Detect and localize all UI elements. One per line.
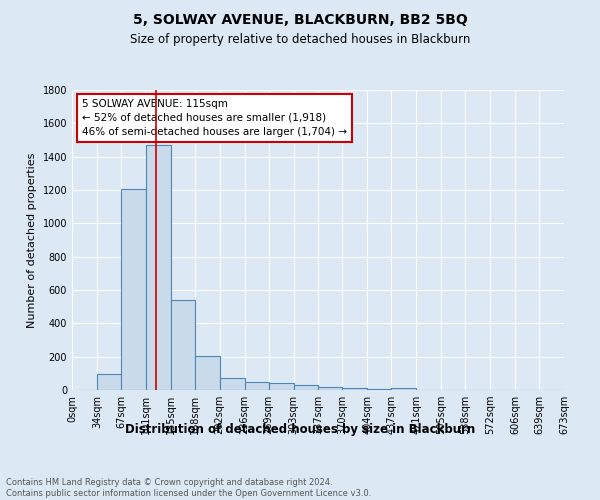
Text: 5, SOLWAY AVENUE, BLACKBURN, BB2 5BQ: 5, SOLWAY AVENUE, BLACKBURN, BB2 5BQ xyxy=(133,12,467,26)
Bar xyxy=(170,300,195,390)
Bar xyxy=(319,386,343,390)
Bar xyxy=(195,356,220,390)
Bar xyxy=(367,389,391,390)
Bar xyxy=(343,388,367,390)
Bar xyxy=(293,386,319,390)
Bar xyxy=(146,145,170,390)
Bar xyxy=(220,378,245,390)
Text: 5 SOLWAY AVENUE: 115sqm
← 52% of detached houses are smaller (1,918)
46% of semi: 5 SOLWAY AVENUE: 115sqm ← 52% of detache… xyxy=(82,99,347,137)
Text: Size of property relative to detached houses in Blackburn: Size of property relative to detached ho… xyxy=(130,32,470,46)
Bar xyxy=(121,189,146,390)
Bar xyxy=(391,388,416,390)
Y-axis label: Number of detached properties: Number of detached properties xyxy=(27,152,37,328)
Bar xyxy=(97,374,121,390)
Text: Distribution of detached houses by size in Blackburn: Distribution of detached houses by size … xyxy=(125,424,475,436)
Bar xyxy=(269,384,293,390)
Bar xyxy=(245,382,269,390)
Text: Contains HM Land Registry data © Crown copyright and database right 2024.
Contai: Contains HM Land Registry data © Crown c… xyxy=(6,478,371,498)
